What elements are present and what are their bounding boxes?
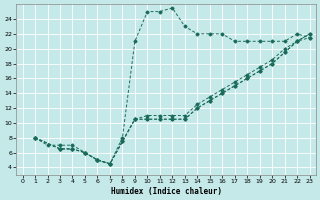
X-axis label: Humidex (Indice chaleur): Humidex (Indice chaleur) <box>111 187 221 196</box>
